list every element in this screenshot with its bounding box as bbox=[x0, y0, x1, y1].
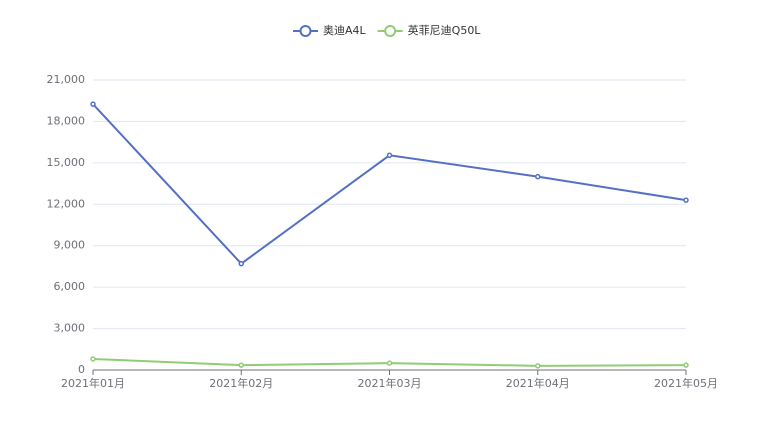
legend-icon bbox=[384, 25, 397, 37]
x-tick-label: 2021年05月 bbox=[654, 376, 718, 390]
series-line bbox=[92, 103, 687, 265]
point bbox=[238, 362, 244, 368]
point bbox=[535, 173, 541, 180]
legend-label[interactable]: 英菲尼迪Q50L bbox=[408, 23, 482, 37]
y-tick-label: 3,000 bbox=[54, 322, 86, 335]
y-tick-label: 0 bbox=[78, 363, 85, 376]
point bbox=[683, 197, 689, 203]
x-tick-label: 2021年01月 bbox=[61, 376, 125, 390]
point bbox=[683, 362, 689, 368]
y-tick-label: 6,000 bbox=[54, 280, 86, 293]
y-tick-label: 12,000 bbox=[47, 197, 86, 210]
y-tick-label: 21,000 bbox=[47, 73, 86, 86]
point bbox=[90, 356, 96, 362]
x-tick-label: 2021年04月 bbox=[506, 376, 570, 390]
point bbox=[90, 101, 96, 107]
x-tick-label: 2021年02月 bbox=[209, 376, 273, 390]
y-tick-label: 18,000 bbox=[47, 114, 86, 127]
point bbox=[386, 152, 393, 159]
y-tick-label: 9,000 bbox=[54, 239, 86, 252]
legend-icon bbox=[299, 25, 312, 37]
point bbox=[386, 360, 393, 366]
point bbox=[535, 363, 541, 369]
y-tick-label: 15,000 bbox=[47, 156, 86, 169]
point bbox=[238, 260, 244, 267]
legend-label[interactable]: 奥迪A4L bbox=[323, 23, 367, 37]
x-tick-label: 2021年03月 bbox=[358, 376, 422, 390]
